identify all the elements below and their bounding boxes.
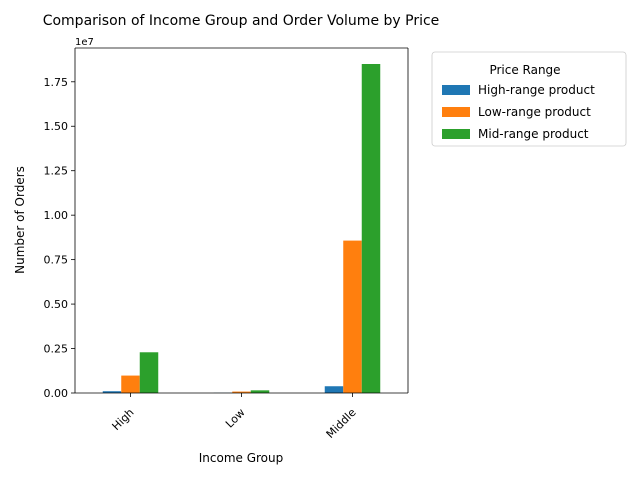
- legend-frame: [431, 51, 627, 147]
- x-axis-ticks: High Low Middle: [110, 393, 359, 441]
- x-axis-label: Income Group: [199, 451, 284, 465]
- bar-low-range-product-middle: [343, 240, 362, 393]
- legend-swatch: [442, 85, 470, 95]
- legend: Price Range High-range product Low-range …: [431, 51, 627, 147]
- bar-mid-range-product-high: [139, 352, 159, 393]
- x-tick-label: Low: [223, 406, 248, 431]
- y-tick-label: 0.75: [44, 254, 69, 267]
- y-tick-label: 1.75: [44, 76, 69, 89]
- legend-swatch: [442, 129, 470, 139]
- y-axis-label: Number of Orders: [13, 166, 27, 274]
- bars: [102, 64, 381, 393]
- legend-label: High-range product: [478, 83, 595, 97]
- bar-low-range-product-low: [232, 391, 251, 393]
- bar-high-range-product-middle: [324, 386, 344, 393]
- plot-area: [74, 47, 409, 394]
- y-offset-label: 1e7: [75, 37, 94, 48]
- x-tick-label: Middle: [324, 406, 359, 441]
- chart-title: Comparison of Income Group and Order Vol…: [43, 13, 440, 29]
- bar-high-range-product-high: [102, 391, 122, 393]
- y-tick-label: 1.00: [44, 209, 69, 222]
- legend-label: Mid-range product: [478, 127, 589, 141]
- bar-mid-range-product-low: [250, 390, 270, 393]
- legend-label: Low-range product: [478, 105, 591, 119]
- y-tick-label: 1.50: [44, 120, 69, 133]
- y-tick-label: 0.25: [44, 343, 69, 356]
- x-tick-label: High: [110, 406, 137, 433]
- y-tick-label: 1.25: [44, 165, 69, 178]
- legend-items: High-range product Low-range product Mid-r…: [442, 83, 595, 141]
- bar-low-range-product-high: [121, 375, 140, 393]
- y-tick-label: 0.00: [44, 387, 69, 400]
- legend-swatch: [442, 107, 470, 117]
- y-tick-label: 0.50: [44, 298, 69, 311]
- y-axis-ticks: 0.00 0.25 0.50 0.75 1.00 1.25 1.50 1.75: [44, 76, 75, 400]
- bar-mid-range-product-middle: [361, 64, 381, 393]
- legend-title: Price Range: [489, 63, 560, 77]
